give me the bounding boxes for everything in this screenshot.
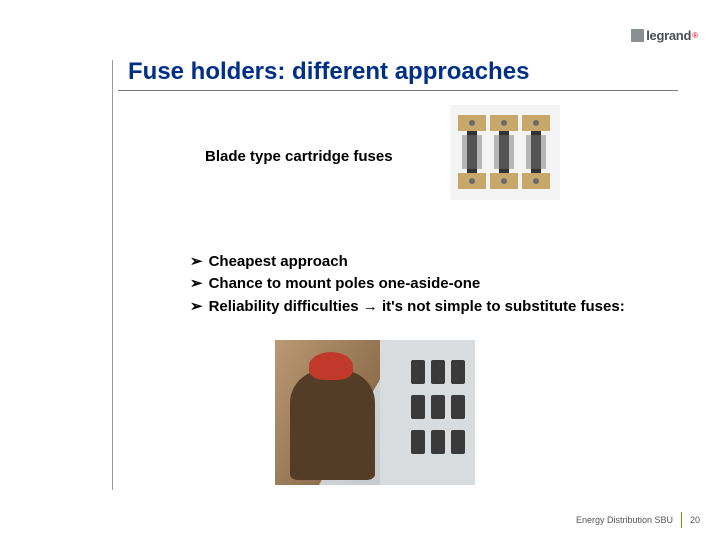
slide: legrand ® Fuse holders: different approa… — [0, 0, 720, 540]
brand-square-icon — [631, 29, 644, 42]
bullet-marker-icon: ➢ — [190, 252, 203, 272]
footer-unit: Energy Distribution SBU — [576, 515, 673, 525]
worker-body-icon — [290, 370, 375, 480]
bullet-list: ➢ Cheapest approach ➢ Chance to mount po… — [190, 252, 625, 319]
brand-registered: ® — [692, 31, 698, 40]
bullet-text: Chance to mount poles one-aside-one — [209, 274, 481, 294]
bullet-marker-icon: ➢ — [190, 274, 203, 294]
footer-page-number: 20 — [690, 515, 700, 525]
list-item: ➢ Chance to mount poles one-aside-one — [190, 274, 625, 294]
brand-name: legrand — [646, 28, 691, 43]
bullet-marker-icon: ➢ — [190, 297, 203, 317]
hardhat-icon — [309, 352, 353, 380]
fuse-holder-illustration — [450, 105, 560, 200]
bullet-text: Reliability difficulties → it's not simp… — [209, 297, 625, 317]
footer: Energy Distribution SBU 20 — [576, 512, 700, 528]
list-item: ➢ Cheapest approach — [190, 252, 625, 272]
list-item: ➢ Reliability difficulties → it's not si… — [190, 297, 625, 317]
fuse-holder-icon — [450, 105, 560, 200]
brand-logo: legrand ® — [631, 28, 698, 43]
bullet-text: Cheapest approach — [209, 252, 348, 272]
footer-separator — [681, 512, 682, 528]
page-title: Fuse holders: different approaches — [128, 58, 529, 86]
left-divider — [112, 60, 113, 490]
subtitle: Blade type cartridge fuses — [205, 148, 393, 165]
electrical-panel-icon — [380, 340, 475, 485]
worker-photo — [275, 340, 475, 485]
title-underline — [118, 90, 678, 91]
